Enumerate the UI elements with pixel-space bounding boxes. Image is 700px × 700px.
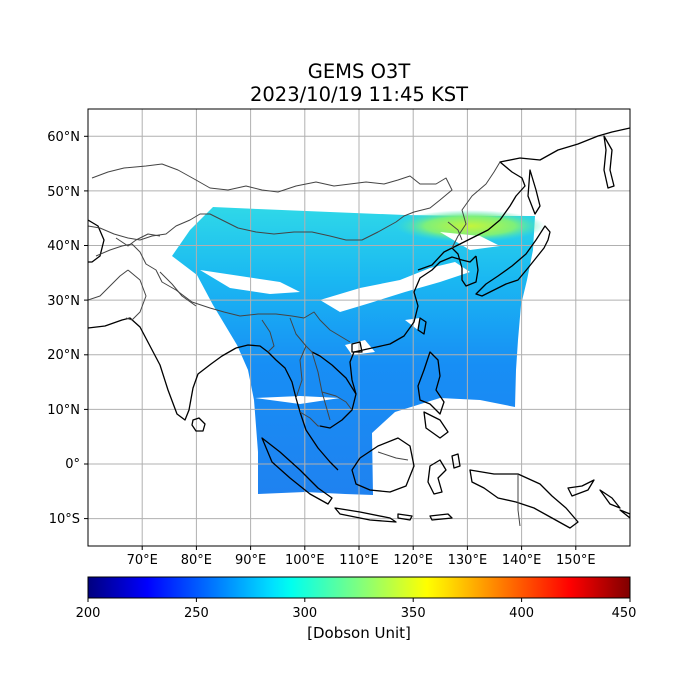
lat-label-30n: 30°N [47,294,80,309]
lon-label-120e: 120°E [393,553,433,568]
lat-label-10s: 10°S [49,512,80,527]
map-title: GEMS O3T [307,60,411,83]
ozone-high-area [395,210,545,242]
colorbar-unit-label: [Dobson Unit] [307,624,411,642]
lon-label-130e: 130°E [448,553,488,568]
lon-label-90e: 90°E [235,553,266,568]
coastlines [88,127,630,529]
colorbar-label-200: 200 [76,606,101,621]
lat-tick-labels: 60°N 50°N 40°N 30°N 20°N 10°N 0° 10°S [47,130,80,527]
colorbar-label-250: 250 [184,606,209,621]
map-subtitle: 2023/10/19 11:45 KST [249,83,469,106]
lon-label-110e: 110°E [339,553,379,568]
lon-tick-marks [141,546,577,550]
lat-label-40n: 40°N [47,239,80,254]
colorbar-tick-marks [87,598,631,602]
colorbar-label-450: 450 [612,606,637,621]
lon-tick-labels: 70°E 80°E 90°E 100°E 110°E 120°E 130°E 1… [127,553,596,568]
lat-label-0: 0° [65,457,80,472]
lat-label-10n: 10°N [47,403,80,418]
lon-label-150e: 150°E [556,553,596,568]
colorbar-label-300: 300 [292,606,317,621]
country-borders [88,161,521,527]
colorbar-label-350: 350 [401,606,426,621]
lat-tick-marks [84,135,88,520]
lat-label-60n: 60°N [47,130,80,145]
lat-label-50n: 50°N [47,185,80,200]
lat-label-20n: 20°N [47,348,80,363]
colorbar-tick-labels: 200 250 300 350 400 450 [76,606,637,621]
colorbar [87,576,631,599]
lon-label-140e: 140°E [502,553,542,568]
colorbar-label-400: 400 [509,606,534,621]
lon-label-80e: 80°E [181,553,212,568]
lon-label-70e: 70°E [127,553,158,568]
lon-label-100e: 100°E [285,553,325,568]
gridlines [88,109,630,546]
